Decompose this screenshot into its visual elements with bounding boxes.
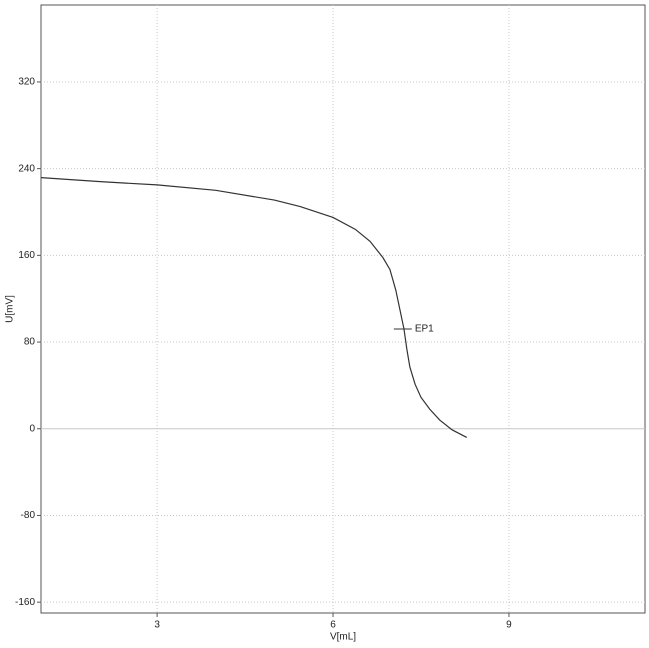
y-tick-label: -80: [21, 510, 36, 521]
y-tick-label: 0: [29, 423, 35, 434]
y-tick-label: 320: [18, 77, 35, 88]
x-tick-label: 9: [506, 620, 512, 631]
y-tick-label: 160: [18, 250, 35, 261]
x-tick-label: 3: [154, 620, 160, 631]
y-axis-label: U[mV]: [5, 295, 16, 323]
plot-frame: [40, 4, 646, 614]
data-line: [40, 177, 468, 438]
y-tick-label: 80: [24, 337, 36, 348]
y-tick-label: -160: [15, 597, 35, 608]
y-tick-label: 240: [18, 163, 35, 174]
x-tick-label: 6: [330, 620, 336, 631]
endpoint-label: EP1: [415, 324, 434, 335]
x-axis-label: V[mL]: [330, 632, 356, 643]
